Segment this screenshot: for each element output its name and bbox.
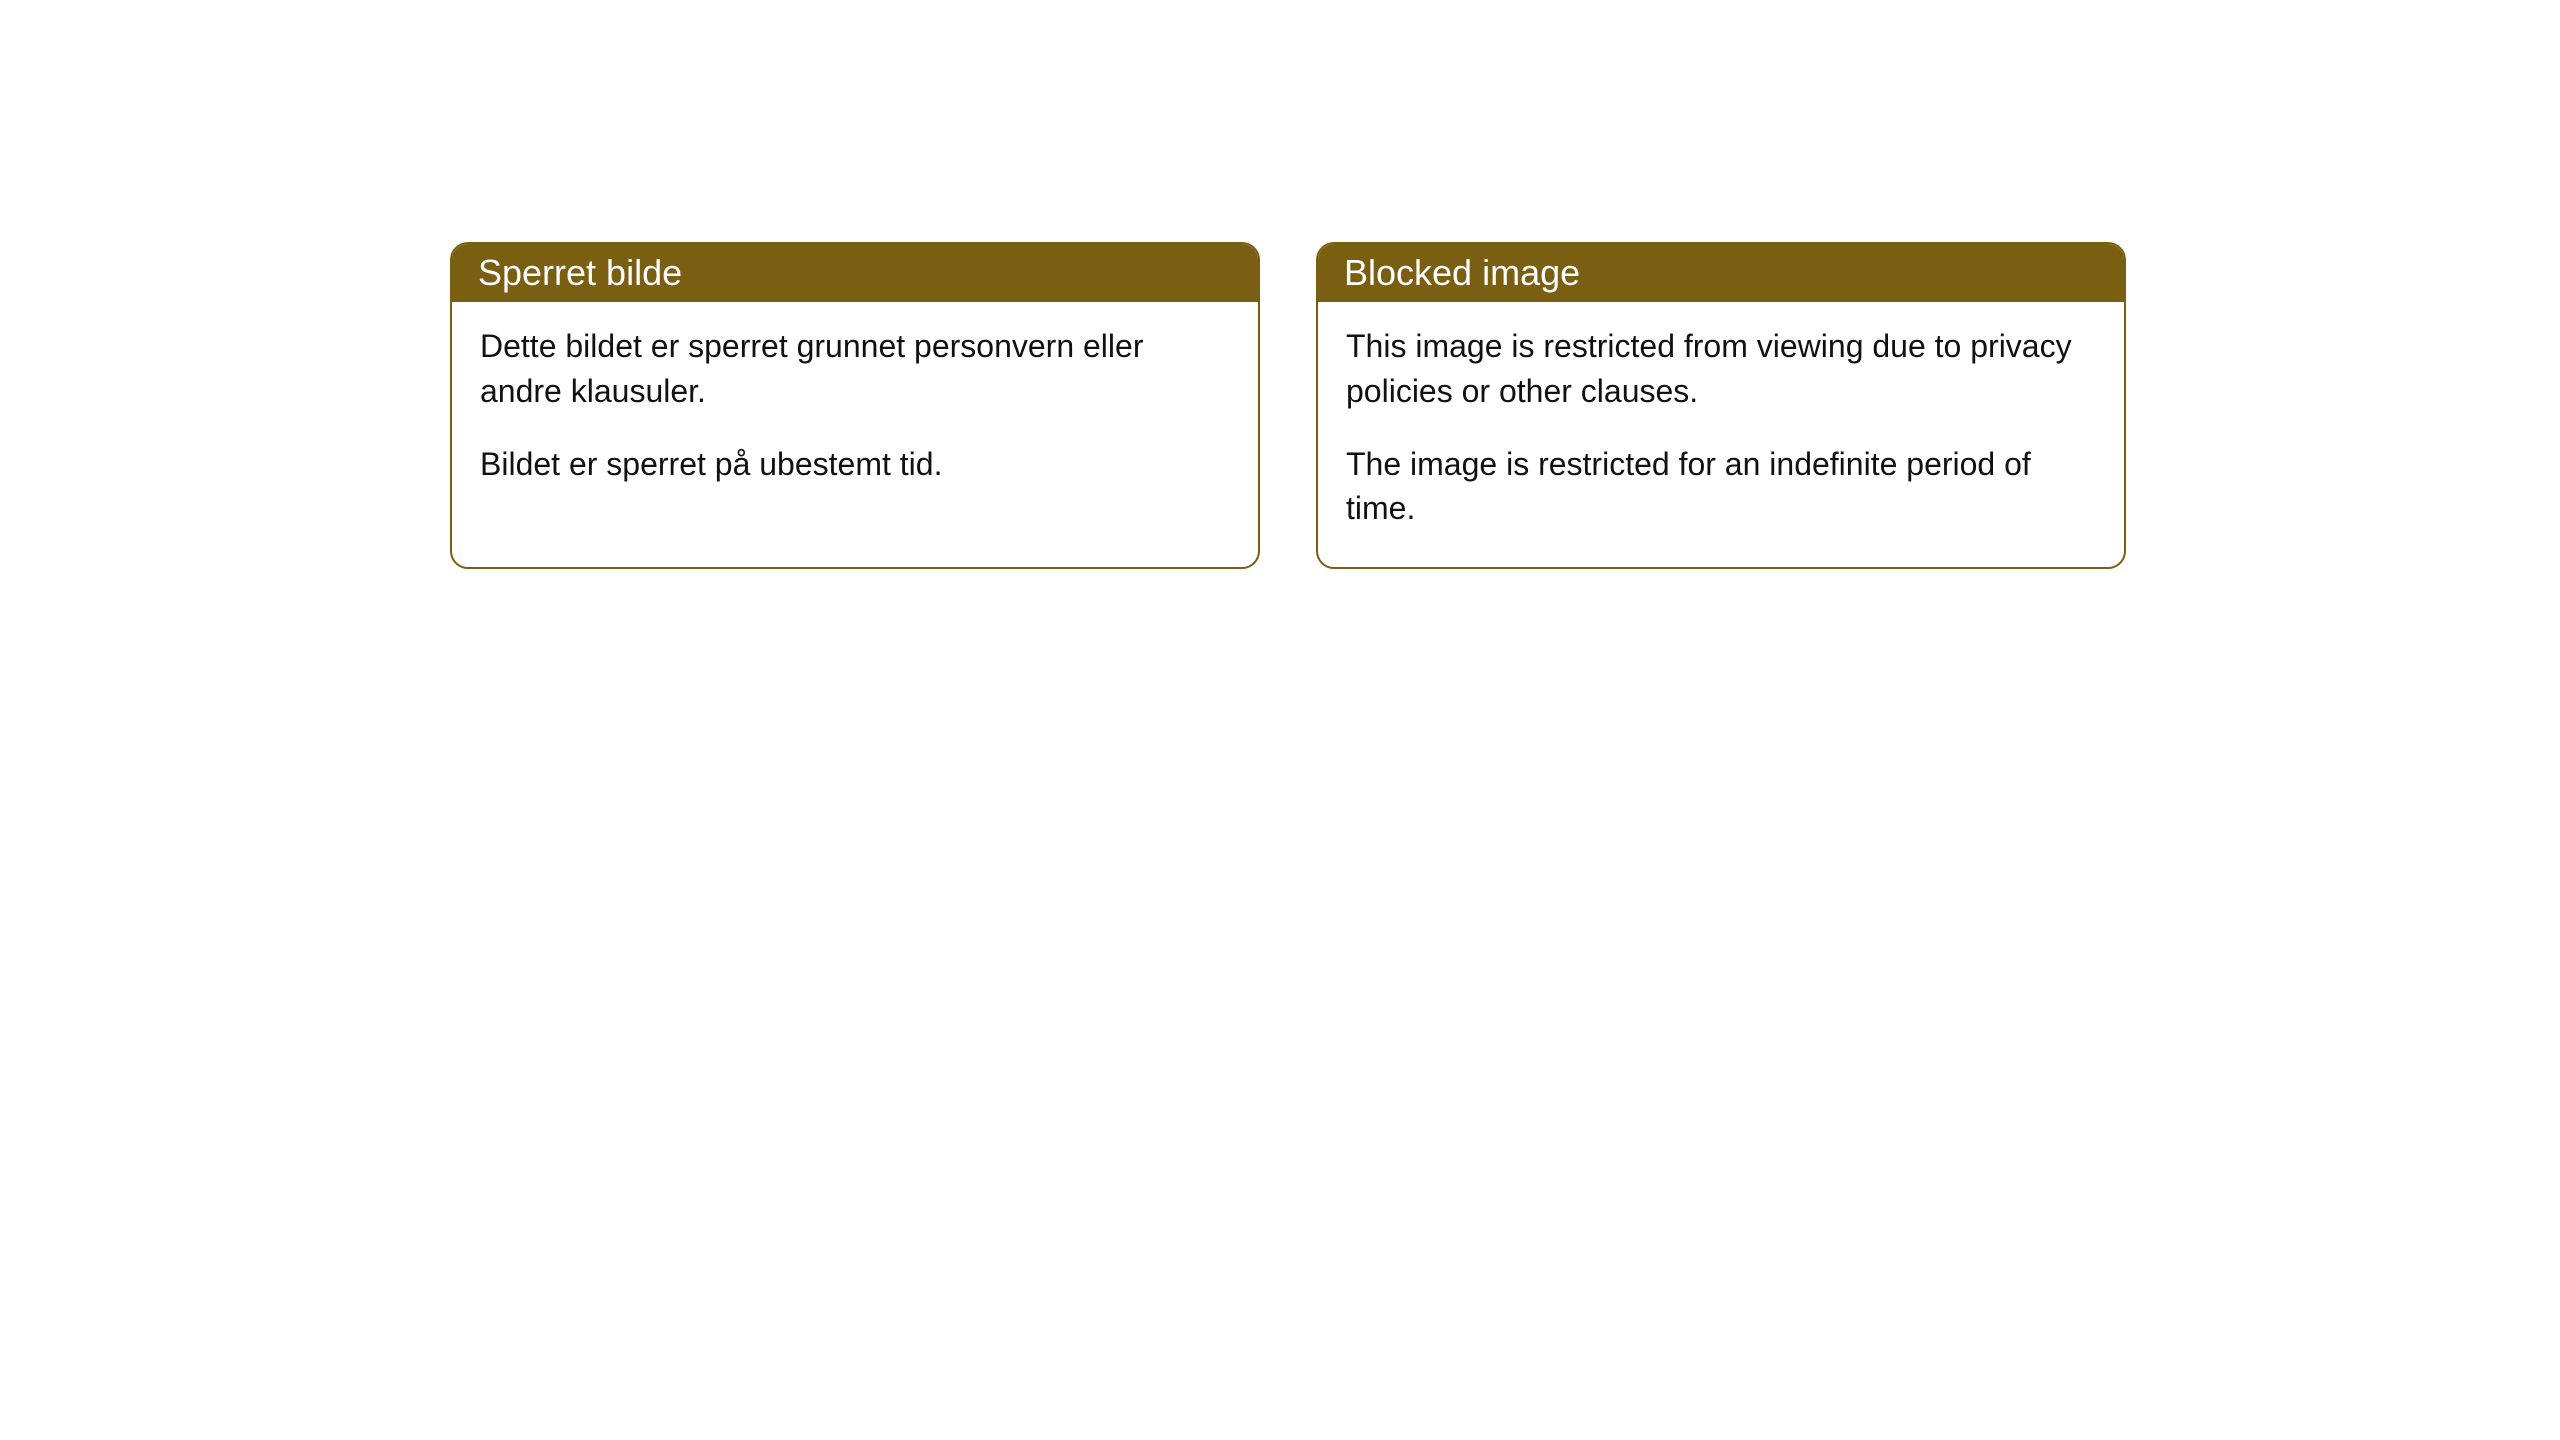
notice-paragraph: Bildet er sperret på ubestemt tid. <box>480 442 1230 487</box>
notice-card-english: Blocked image This image is restricted f… <box>1316 242 2126 569</box>
card-body: This image is restricted from viewing du… <box>1318 302 2124 567</box>
card-header: Sperret bilde <box>452 244 1258 302</box>
card-header: Blocked image <box>1318 244 2124 302</box>
notice-paragraph: This image is restricted from viewing du… <box>1346 324 2096 414</box>
notice-paragraph: Dette bildet er sperret grunnet personve… <box>480 324 1230 414</box>
card-body: Dette bildet er sperret grunnet personve… <box>452 302 1258 522</box>
notice-card-norwegian: Sperret bilde Dette bildet er sperret gr… <box>450 242 1260 569</box>
notice-paragraph: The image is restricted for an indefinit… <box>1346 442 2096 532</box>
notice-cards-container: Sperret bilde Dette bildet er sperret gr… <box>450 242 2560 569</box>
